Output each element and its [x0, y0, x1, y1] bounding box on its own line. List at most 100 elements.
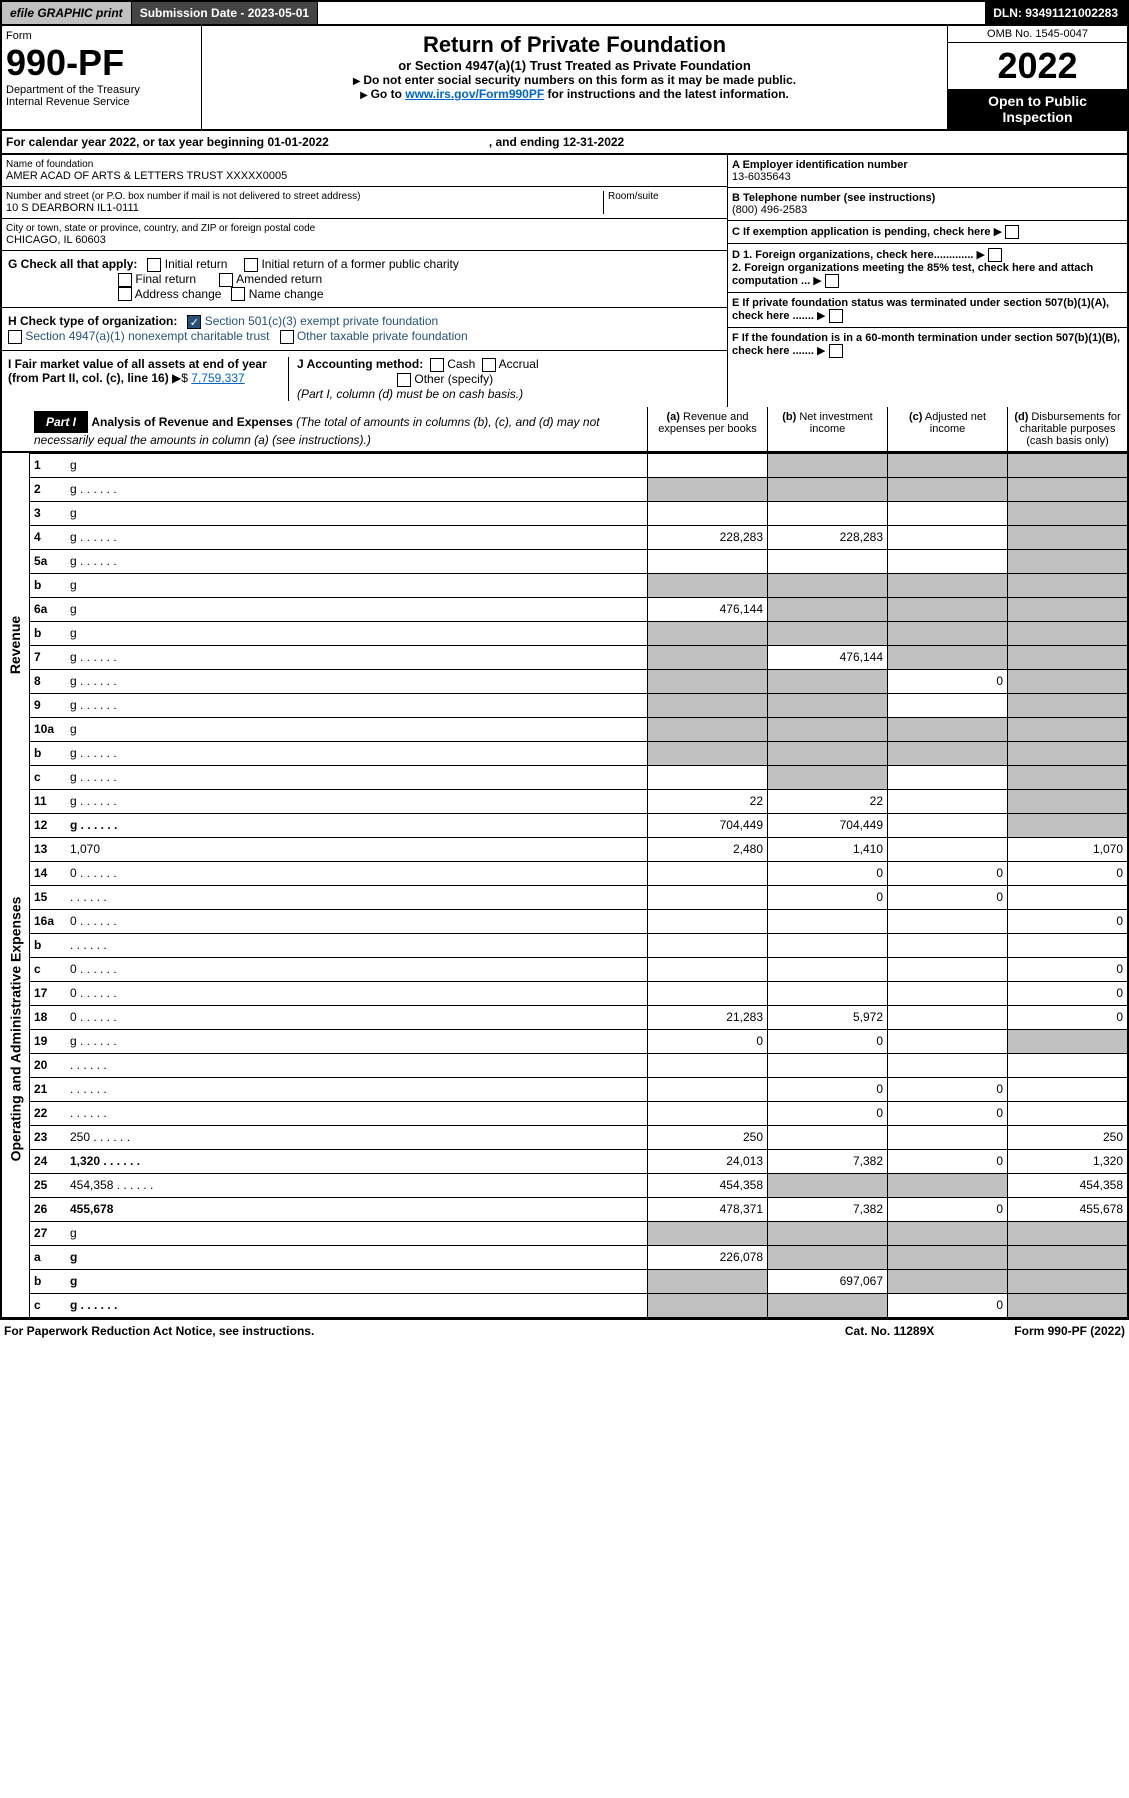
line-number: 17	[30, 982, 66, 1005]
cell-c	[887, 1006, 1007, 1029]
cell-b	[767, 550, 887, 573]
table-row: 15 . . . . . .00	[30, 885, 1127, 909]
cell-c	[887, 550, 1007, 573]
line-number: 25	[30, 1174, 66, 1197]
irs-label: Internal Revenue Service	[6, 96, 197, 108]
table-row: 241,320 . . . . . .24,0137,38201,320	[30, 1149, 1127, 1173]
cell-d	[1007, 574, 1127, 597]
cell-d	[1007, 502, 1127, 525]
table-row: c0 . . . . . .0	[30, 957, 1127, 981]
cell-d: 0	[1007, 1006, 1127, 1029]
cell-d	[1007, 1054, 1127, 1077]
line-desc: g	[66, 1270, 647, 1293]
line-desc: 0 . . . . . .	[66, 910, 647, 933]
cell-a	[647, 934, 767, 957]
chk-4947[interactable]	[8, 330, 22, 344]
table-row: 9g . . . . . .	[30, 693, 1127, 717]
cell-a: 704,449	[647, 814, 767, 837]
chk-d2[interactable]	[825, 274, 839, 288]
cell-a	[647, 694, 767, 717]
cell-c	[887, 1246, 1007, 1269]
chk-f[interactable]	[829, 344, 843, 358]
note-link: Go to www.irs.gov/Form990PF for instruct…	[208, 87, 941, 101]
cell-d: 0	[1007, 862, 1127, 885]
chk-address[interactable]	[118, 287, 132, 301]
line-desc: 0 . . . . . .	[66, 1006, 647, 1029]
cell-d	[1007, 1294, 1127, 1317]
chk-other-tax[interactable]	[280, 330, 294, 344]
cell-d: 1,070	[1007, 838, 1127, 861]
chk-c[interactable]	[1005, 225, 1019, 239]
cell-c	[887, 454, 1007, 477]
irs-link[interactable]: www.irs.gov/Form990PF	[405, 87, 544, 101]
cell-a	[647, 502, 767, 525]
cell-d	[1007, 742, 1127, 765]
cell-c	[887, 742, 1007, 765]
cell-a: 454,358	[647, 1174, 767, 1197]
cell-a	[647, 574, 767, 597]
chk-501c3[interactable]	[187, 315, 201, 329]
cell-a: 0	[647, 1030, 767, 1053]
line-desc: g . . . . . .	[66, 742, 647, 765]
line-number: 10a	[30, 718, 66, 741]
part1-table: Revenue1g2g . . . . . .3g4g . . . . . .2…	[0, 453, 1129, 1319]
cell-c	[887, 478, 1007, 501]
cell-d	[1007, 478, 1127, 501]
table-row: 11g . . . . . .2222	[30, 789, 1127, 813]
table-row: 25454,358 . . . . . .454,358454,358	[30, 1173, 1127, 1197]
chk-final[interactable]	[118, 273, 132, 287]
line-number: 11	[30, 790, 66, 813]
chk-d1[interactable]	[988, 248, 1002, 262]
line-number: 6a	[30, 598, 66, 621]
table-row: 2g . . . . . .	[30, 477, 1127, 501]
table-row: 16a0 . . . . . .0	[30, 909, 1127, 933]
cell-a	[647, 1222, 767, 1245]
line-number: b	[30, 622, 66, 645]
chk-accrual[interactable]	[482, 358, 496, 372]
cat-no: Cat. No. 11289X	[845, 1324, 934, 1338]
line-desc: 250 . . . . . .	[66, 1126, 647, 1149]
cell-c	[887, 766, 1007, 789]
form-label: Form	[6, 30, 197, 42]
part1-header-row: Part I Analysis of Revenue and Expenses …	[0, 407, 1129, 453]
cell-b	[767, 598, 887, 621]
line-number: c	[30, 1294, 66, 1317]
efile-label[interactable]: efile GRAPHIC print	[2, 2, 132, 24]
line-number: 2	[30, 478, 66, 501]
cell-b: 22	[767, 790, 887, 813]
chk-name[interactable]	[231, 287, 245, 301]
line-desc: g . . . . . .	[66, 646, 647, 669]
cell-a	[647, 1078, 767, 1101]
chk-e[interactable]	[829, 309, 843, 323]
table-row: 170 . . . . . .0	[30, 981, 1127, 1005]
fmv-link[interactable]: 7,759,337	[191, 371, 244, 385]
line-number: a	[30, 1246, 66, 1269]
cell-c	[887, 814, 1007, 837]
cell-a: 228,283	[647, 526, 767, 549]
col-c: (c) Adjusted net income	[887, 407, 1007, 451]
cell-c: 0	[887, 886, 1007, 909]
line-number: 23	[30, 1126, 66, 1149]
cell-d	[1007, 814, 1127, 837]
cell-b	[767, 982, 887, 1005]
line-number: 20	[30, 1054, 66, 1077]
line-number: 1	[30, 454, 66, 477]
cell-a: 2,480	[647, 838, 767, 861]
cell-b: 1,410	[767, 838, 887, 861]
line-number: 9	[30, 694, 66, 717]
form-header: Form 990-PF Department of the Treasury I…	[0, 26, 1129, 131]
line-desc: 0 . . . . . .	[66, 958, 647, 981]
line-desc: g . . . . . .	[66, 790, 647, 813]
chk-initial-public[interactable]	[244, 258, 258, 272]
table-row: 5ag . . . . . .	[30, 549, 1127, 573]
line-desc: g	[66, 1246, 647, 1269]
table-row: b . . . . . .	[30, 933, 1127, 957]
chk-amended[interactable]	[219, 273, 233, 287]
chk-cash[interactable]	[430, 358, 444, 372]
g-check-row: G Check all that apply: Initial return I…	[2, 251, 727, 308]
chk-initial[interactable]	[147, 258, 161, 272]
chk-other-acct[interactable]	[397, 373, 411, 387]
cell-a	[647, 670, 767, 693]
line-number: 24	[30, 1150, 66, 1173]
table-row: 20 . . . . . .	[30, 1053, 1127, 1077]
